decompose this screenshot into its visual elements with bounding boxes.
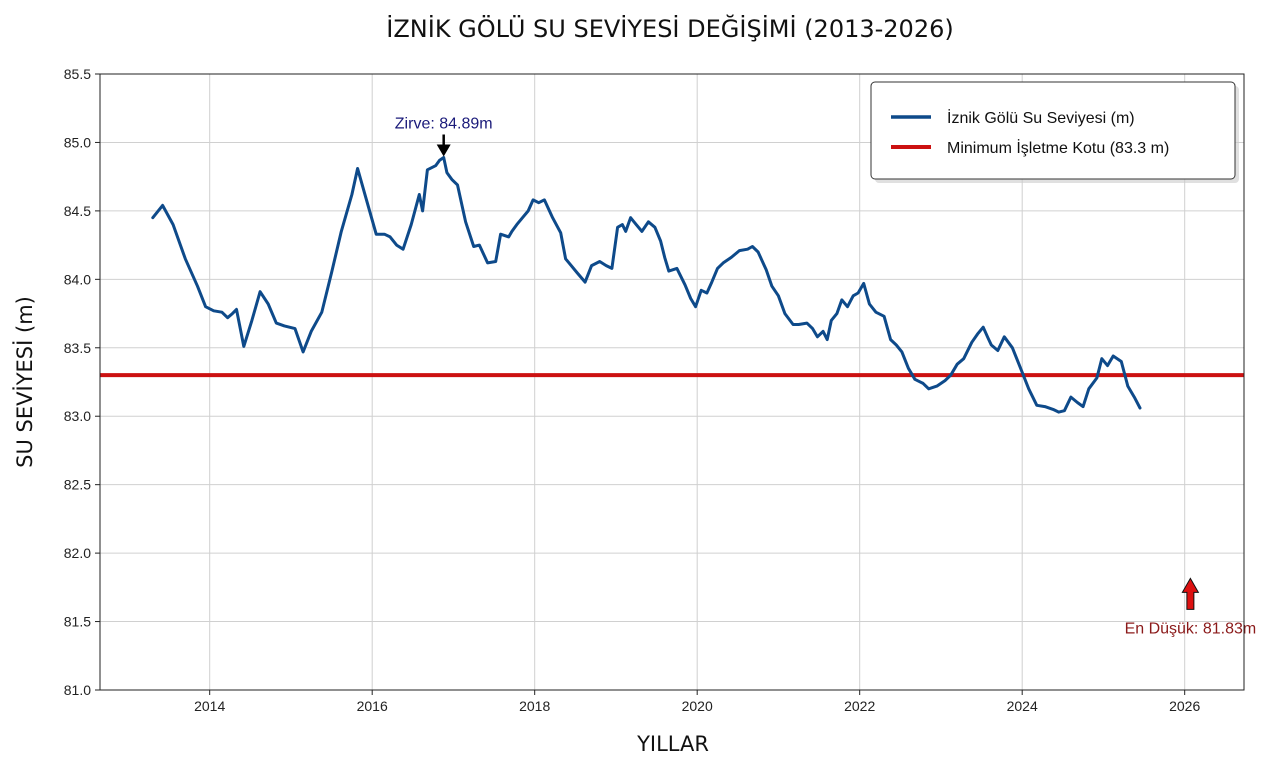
y-tick-label: 83.5 xyxy=(64,340,91,356)
series-line xyxy=(151,156,1142,414)
x-tick-label: 2014 xyxy=(194,698,225,714)
x-tick-label: 2022 xyxy=(844,698,875,714)
x-tick-label: 2020 xyxy=(682,698,713,714)
annotation-layer: Zirve: 84.89m En Düşük: 81.83m xyxy=(395,116,1256,638)
y-tick-label: 85.0 xyxy=(64,134,91,150)
legend-box xyxy=(870,81,1236,180)
y-tick-label: 81.5 xyxy=(64,614,91,630)
plot-border xyxy=(99,73,1245,691)
series-layer xyxy=(151,156,1142,414)
legend: İznik Gölü Su Seviyesi (m) Minimum İşlet… xyxy=(870,81,1239,183)
y-tick-label: 83.0 xyxy=(64,408,91,424)
x-tick-label: 2016 xyxy=(357,698,388,714)
x-axis-ticks: 2014 2016 2018 2020 2022 2024 2026 xyxy=(194,690,1200,714)
y-axis-title: SU SEVİYESİ (m) xyxy=(12,296,37,468)
x-axis-title: YILLAR xyxy=(636,732,709,756)
peak-arrow-head xyxy=(436,144,451,157)
x-tick-label: 2026 xyxy=(1169,698,1200,714)
low-annotation: En Düşük: 81.83m xyxy=(1125,620,1257,637)
y-tick-label: 84.5 xyxy=(64,203,91,219)
y-axis-ticks: 81.0 81.5 82.0 82.5 83.0 83.5 84.0 84.5 85.0 85.5 xyxy=(64,66,100,698)
legend-series-label: İznik Gölü Su Seviyesi (m) xyxy=(947,108,1135,127)
x-tick-label: 2018 xyxy=(519,698,550,714)
y-tick-label: 84.0 xyxy=(64,271,91,287)
y-tick-label: 82.0 xyxy=(64,545,91,561)
chart-title: İZNİK GÖLÜ SU SEVİYESİ DEĞİŞİMİ (2013-20… xyxy=(386,13,953,43)
peak-annotation: Zirve: 84.89m xyxy=(395,116,493,133)
y-tick-label: 82.5 xyxy=(64,477,91,493)
low-arrow xyxy=(1181,577,1200,610)
y-tick-label: 81.0 xyxy=(64,682,91,698)
x-tick-label: 2024 xyxy=(1007,698,1038,714)
legend-threshold-label: Minimum İşletme Kotu (83.3 m) xyxy=(947,138,1169,157)
y-tick-label: 85.5 xyxy=(64,66,91,82)
